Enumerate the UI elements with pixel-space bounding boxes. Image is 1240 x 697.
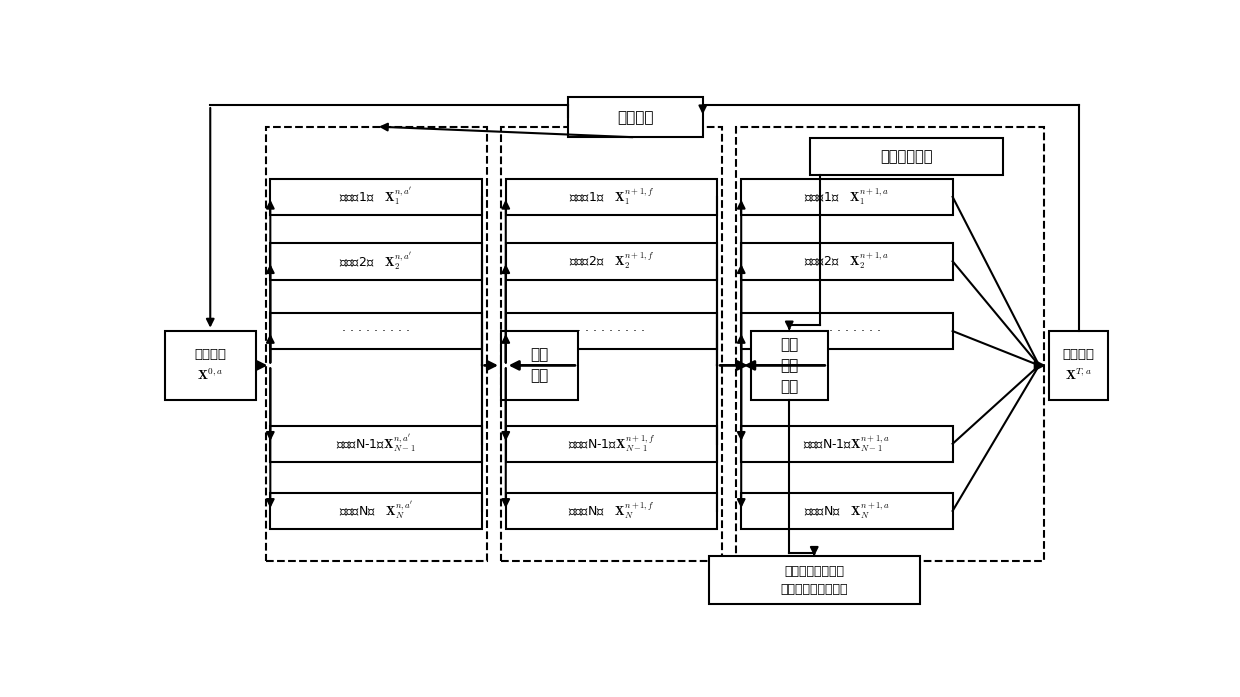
Bar xyxy=(708,556,920,604)
Bar xyxy=(742,243,952,279)
Text: 调用水动力模型，
映射参数到模型状态: 调用水动力模型， 映射参数到模型状态 xyxy=(780,565,848,595)
Bar xyxy=(270,425,481,462)
Bar xyxy=(165,330,255,400)
Bar xyxy=(270,313,481,349)
Bar xyxy=(270,493,481,529)
Bar xyxy=(568,97,703,137)
Text: 状态
方程: 状态 方程 xyxy=(531,347,548,383)
Bar xyxy=(501,330,578,400)
Text: 观测数据序列: 观测数据序列 xyxy=(880,149,932,164)
Text: 基本值N：   $\mathbf{X}_N^{n,a'}$: 基本值N： $\mathbf{X}_N^{n,a'}$ xyxy=(339,500,413,521)
Bar xyxy=(811,139,1003,175)
Text: 预报值2：   $\mathbf{X}_2^{n+1,f}$: 预报值2： $\mathbf{X}_2^{n+1,f}$ xyxy=(569,251,655,271)
Bar xyxy=(506,243,717,279)
Bar xyxy=(270,178,481,215)
Text: 预报值1：   $\mathbf{X}_1^{n+1,f}$: 预报值1： $\mathbf{X}_1^{n+1,f}$ xyxy=(569,187,655,207)
Text: 分析值1：   $\mathbf{X}_1^{n+1,a}$: 分析值1： $\mathbf{X}_1^{n+1,a}$ xyxy=(805,187,889,207)
Bar xyxy=(501,127,722,561)
Text: 分析值N-1：$\mathbf{X}_{N-1}^{n+1,a}$: 分析值N-1：$\mathbf{X}_{N-1}^{n+1,a}$ xyxy=(804,434,890,454)
Text: 模型系数
$\mathbf{X}^{0,a}$: 模型系数 $\mathbf{X}^{0,a}$ xyxy=(195,348,226,383)
Text: 基本值2：   $\mathbf{X}_2^{n,a'}$: 基本值2： $\mathbf{X}_2^{n,a'}$ xyxy=(340,251,413,272)
Bar xyxy=(506,313,717,349)
Bar xyxy=(742,313,952,349)
Bar xyxy=(751,330,828,400)
Text: · · · · · · · · ·: · · · · · · · · · xyxy=(342,325,410,337)
Text: 卡尔
曼滤
波器: 卡尔 曼滤 波器 xyxy=(780,337,799,394)
Bar xyxy=(742,493,952,529)
Bar xyxy=(742,178,952,215)
Bar xyxy=(506,178,717,215)
Bar xyxy=(1049,330,1109,400)
Text: 基本值1：   $\mathbf{X}_1^{n,a'}$: 基本值1： $\mathbf{X}_1^{n,a'}$ xyxy=(340,186,413,208)
Bar xyxy=(506,425,717,462)
Bar xyxy=(737,127,1044,561)
Bar xyxy=(265,127,486,561)
Text: · · · · · · · · ·: · · · · · · · · · xyxy=(578,325,646,337)
Text: 基本值N-1：$\mathbf{X}_{N-1}^{n,a'}$: 基本值N-1：$\mathbf{X}_{N-1}^{n,a'}$ xyxy=(336,433,415,454)
Text: 预报值N-1：$\mathbf{X}_{N-1}^{n+1,f}$: 预报值N-1：$\mathbf{X}_{N-1}^{n+1,f}$ xyxy=(568,434,655,454)
Text: 分析值N：   $\mathbf{X}_N^{n+1,a}$: 分析值N： $\mathbf{X}_N^{n+1,a}$ xyxy=(804,500,890,521)
Text: · · · · · · · · ·: · · · · · · · · · xyxy=(813,325,880,337)
Text: 同化系数
$\mathbf{X}^{T,a}$: 同化系数 $\mathbf{X}^{T,a}$ xyxy=(1063,348,1095,383)
Bar xyxy=(506,493,717,529)
Bar xyxy=(270,243,481,279)
Bar xyxy=(742,425,952,462)
Text: 分析值2：   $\mathbf{X}_2^{n+1,a}$: 分析值2： $\mathbf{X}_2^{n+1,a}$ xyxy=(805,251,889,271)
Text: 时间循环: 时间循环 xyxy=(618,109,653,125)
Text: 预报值N：   $\mathbf{X}_N^{n+1,f}$: 预报值N： $\mathbf{X}_N^{n+1,f}$ xyxy=(568,500,655,521)
